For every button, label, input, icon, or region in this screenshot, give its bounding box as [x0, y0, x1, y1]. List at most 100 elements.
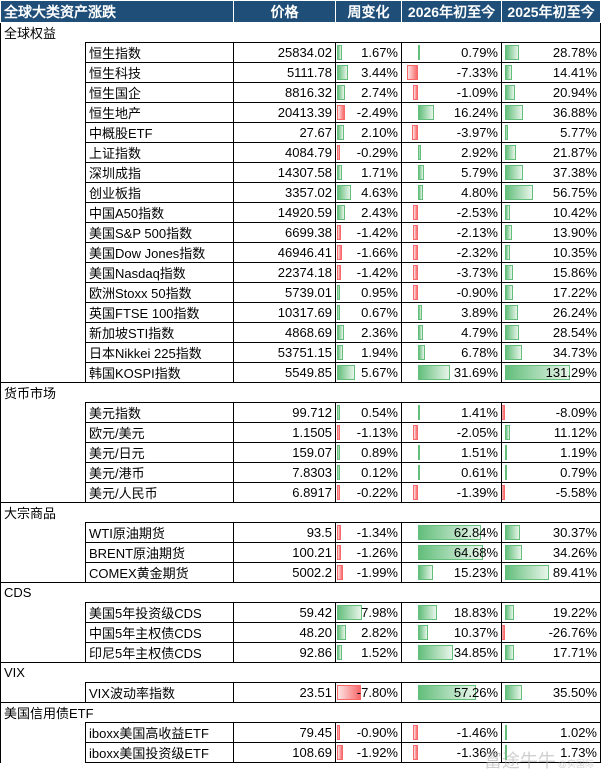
ytd-2025-cell: -5.58% [501, 482, 601, 503]
asset-name-cell: VIX波动率指数 [85, 682, 234, 703]
cell-value: 1.19% [560, 445, 597, 460]
data-bar [504, 645, 514, 660]
asset-name-cell: COMEX黄金期货 [85, 562, 234, 583]
indent-cell [0, 222, 86, 243]
week-change-cell: -0.29% [335, 142, 402, 163]
table-row: 英国FTSE 100指数 10317.69 0.67% 3.89% 26.24% [0, 302, 601, 323]
indent-cell [0, 242, 86, 263]
data-bar [337, 725, 340, 740]
cell-value: 10.42% [552, 205, 597, 220]
table-row: 恒生地产 20413.39 -2.49% 16.24% 36.88% [0, 102, 601, 123]
ytd-2025-cell: 28.54% [501, 322, 601, 343]
indent-cell [0, 122, 86, 143]
cell-value: 16.24% [453, 105, 498, 120]
cell-value: -2.13% [456, 225, 498, 240]
price-cell: 46946.41 [233, 242, 336, 263]
week-change-cell: -1.13% [335, 422, 402, 443]
cell-value: 10.37% [453, 625, 498, 640]
table-row: 中国5年主权债CDS 48.20 2.82% 10.37% -26.76% [0, 622, 601, 643]
section-row: CDS [0, 582, 601, 603]
cell-value: 0.79% [461, 45, 498, 60]
data-bar [417, 325, 423, 340]
ytd-2025-cell: 1.02% [501, 722, 601, 743]
cell-value: 35.50% [552, 685, 597, 700]
asset-name-cell: WTI原油期货 [85, 522, 234, 543]
cell-value: -1.46% [456, 725, 498, 740]
price-cell: 20413.39 [233, 102, 336, 123]
data-bar [412, 265, 418, 280]
data-bar [337, 225, 342, 240]
table-row: 美国S&P 500指数 6699.38 -1.42% -2.13% 13.90% [0, 222, 601, 243]
data-bar [337, 525, 342, 540]
data-bar [337, 265, 342, 280]
price-cell: 99.712 [233, 402, 336, 423]
indent-cell [0, 42, 86, 63]
indent-cell [0, 562, 86, 583]
cell-value: 3.89% [461, 305, 498, 320]
ytd-2026-cell: 0.61% [401, 462, 502, 483]
cell-value: 2.82% [361, 625, 398, 640]
asset-name-cell: 中国A50指数 [85, 202, 234, 223]
data-bar [337, 605, 362, 620]
cell-value: 18.83% [453, 605, 498, 620]
ytd-2025-cell: 56.75% [501, 182, 601, 203]
asset-name-cell: iboxx美国投资级ETF [85, 742, 234, 763]
data-bar [504, 225, 512, 240]
ytd-2026-cell: -2.32% [401, 242, 502, 263]
asset-name-cell: 恒生指数 [85, 42, 234, 63]
week-change-cell: -1.34% [335, 522, 402, 543]
price-cell: 8816.32 [233, 82, 336, 103]
ytd-2025-cell: 30.37% [501, 522, 601, 543]
cell-value: 19.22% [552, 605, 597, 620]
cell-value: 131.29% [545, 365, 597, 380]
cell-value: 14.41% [552, 65, 597, 80]
data-bar [417, 645, 454, 660]
cell-value: 5.79% [461, 165, 498, 180]
cell-value: 31.69% [453, 365, 498, 380]
table-row: 美元/人民币 6.8917 -0.22% -1.39% -5.58% [0, 482, 601, 503]
table-row: 欧元/美元 1.1505 -1.13% -2.05% 11.12% [0, 422, 601, 443]
indent-cell [0, 302, 86, 323]
price-cell: 4868.69 [233, 322, 336, 343]
week-change-cell: -1.99% [335, 562, 402, 583]
asset-name-cell: 上证指数 [85, 142, 234, 163]
ytd-2025-cell: 19.22% [501, 602, 601, 623]
data-bar [337, 445, 340, 460]
price-cell: 25834.02 [233, 42, 336, 63]
cell-value: 11.12% [553, 425, 597, 440]
data-bar [337, 425, 341, 440]
cell-value: 4.80% [461, 185, 498, 200]
cell-value: 1.73% [560, 745, 597, 760]
data-bar [337, 645, 342, 660]
asset-name-cell: 欧元/美元 [85, 422, 234, 443]
table-row: 新加坡STI指数 4868.69 2.36% 4.79% 28.54% [0, 322, 601, 343]
cell-value: 17.71% [552, 645, 597, 660]
asset-name-cell: 美元/港币 [85, 462, 234, 483]
ytd-2026-cell: 1.41% [401, 402, 502, 423]
cell-value: 7.98% [361, 605, 398, 620]
week-change-cell: -0.22% [335, 482, 402, 503]
data-bar [504, 525, 520, 540]
cell-value: 2.10% [361, 125, 398, 140]
price-cell: 5111.78 [233, 62, 336, 83]
price-cell: 6.8917 [233, 482, 336, 503]
data-bar [504, 345, 523, 360]
cell-value: -1.99% [356, 565, 398, 580]
cell-value: 62.84% [453, 525, 498, 540]
data-bar [504, 365, 570, 380]
data-bar [337, 285, 340, 300]
cell-value: -7.80% [356, 685, 398, 700]
cell-value: 1.52% [361, 645, 398, 660]
price-cell: 3357.02 [233, 182, 336, 203]
ytd-2026-cell: -3.97% [401, 122, 502, 143]
data-bar [504, 325, 519, 340]
section-label: VIX [0, 662, 601, 683]
data-bar [337, 565, 344, 580]
table-row: 上证指数 4084.79 -0.29% 2.92% 21.87% [0, 142, 601, 163]
indent-cell [0, 102, 86, 123]
data-bar [504, 85, 516, 100]
data-bar [504, 45, 520, 60]
price-cell: 100.21 [233, 542, 336, 563]
table-row: VIX波动率指数 23.51 -7.80% 57.26% 35.50% [0, 682, 601, 703]
cell-value: 1.41% [461, 405, 498, 420]
